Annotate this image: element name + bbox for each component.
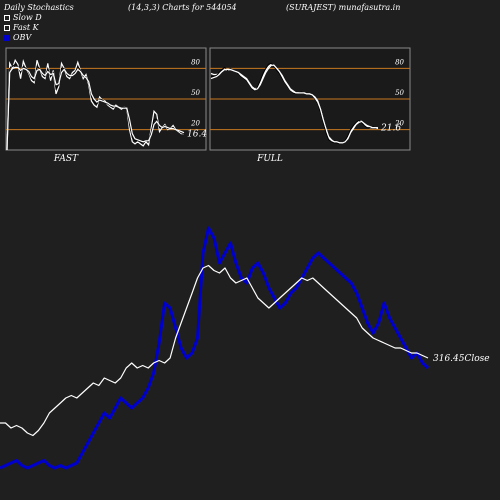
full-panel-title: FULL bbox=[256, 154, 283, 164]
legend-item-obv: OBV bbox=[4, 33, 42, 43]
fast-series-line-0 bbox=[6, 58, 184, 151]
close-value-label: 316.45Close bbox=[433, 354, 490, 364]
full-tick-label-80: 80 bbox=[395, 58, 404, 66]
legend: Slow D Fast K OBV bbox=[4, 13, 42, 43]
chart-symbol: (SURAJEST) munafasutra.in bbox=[286, 3, 401, 12]
fast-last-value-label: 16.4 bbox=[187, 130, 207, 140]
full-series-line-1 bbox=[211, 62, 379, 145]
fast-panel-title: FAST bbox=[53, 154, 79, 164]
legend-label-obv: OBV bbox=[13, 33, 32, 42]
chart-params: (14,3,3) Charts for 544054 bbox=[128, 3, 237, 12]
legend-label-fast-k: Fast K bbox=[13, 23, 39, 32]
legend-swatch-slow-d bbox=[4, 15, 10, 21]
fast-tick-label-80: 80 bbox=[191, 58, 200, 66]
full-last-value-label: 21.6 bbox=[380, 124, 401, 134]
full-tick-label-20: 20 bbox=[394, 120, 404, 128]
chart-title: Daily Stochastics bbox=[4, 3, 74, 12]
legend-swatch-fast-k bbox=[4, 25, 10, 31]
fast-tick-label-20: 20 bbox=[190, 120, 200, 128]
legend-label-slow-d: Slow D bbox=[13, 13, 42, 22]
close-price-line bbox=[0, 264, 429, 437]
legend-item-fast-k: Fast K bbox=[4, 23, 42, 33]
obv-line bbox=[0, 226, 430, 470]
fast-series-line-2 bbox=[6, 66, 185, 151]
legend-swatch-obv bbox=[4, 35, 10, 41]
fast-tick-label-50: 50 bbox=[191, 89, 200, 97]
fast-series-line-1 bbox=[6, 63, 185, 151]
legend-item-slow-d: Slow D bbox=[4, 13, 42, 23]
full-tick-label-50: 50 bbox=[395, 89, 404, 97]
full-series-line-2 bbox=[210, 64, 379, 144]
